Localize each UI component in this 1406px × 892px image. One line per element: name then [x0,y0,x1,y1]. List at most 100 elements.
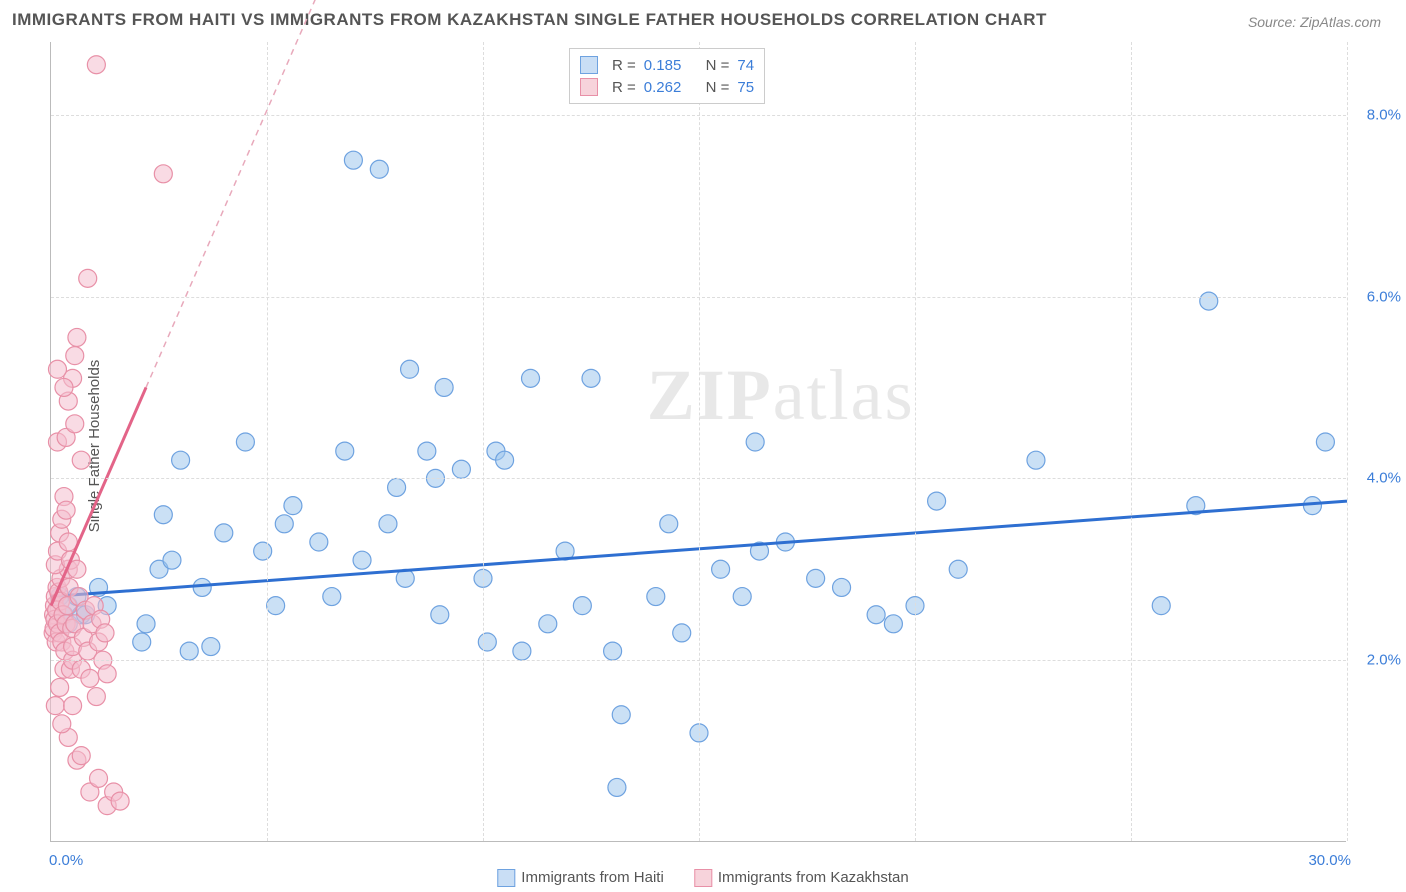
y-tick-label: 8.0% [1367,106,1401,123]
data-point [46,697,64,715]
data-point [154,506,172,524]
data-point [418,442,436,460]
data-point [215,524,233,542]
data-point [64,697,82,715]
data-point [539,615,557,633]
data-point [496,451,514,469]
data-point [647,588,665,606]
data-point [949,560,967,578]
bottom-legend-item: Immigrants from Haiti [497,869,664,887]
data-point [884,615,902,633]
data-point [1027,451,1045,469]
data-point [1303,497,1321,515]
data-point [807,569,825,587]
data-point [111,792,129,810]
data-point [478,633,496,651]
gridline-vertical [1347,42,1348,841]
legend-swatch [580,78,598,96]
source-label: Source: ZipAtlas.com [1248,14,1381,30]
data-point [867,606,885,624]
trendline-extension [146,0,483,387]
legend-n-label: N = [706,57,730,74]
data-point [68,328,86,346]
data-point [746,433,764,451]
legend-r-value: 0.185 [644,57,682,74]
bottom-legend-label: Immigrants from Haiti [521,869,664,886]
legend-swatch [580,56,598,74]
gridline-vertical [915,42,916,841]
data-point [1152,597,1170,615]
data-point [284,497,302,515]
data-point [1200,292,1218,310]
legend-n-value: 74 [737,57,754,74]
data-point [310,533,328,551]
data-point [522,369,540,387]
data-point [612,706,630,724]
data-point [604,642,622,660]
gridline-vertical [267,42,268,841]
legend-r-label: R = [612,79,636,96]
bottom-legend-label: Immigrants from Kazakhstan [718,869,909,886]
data-point [733,588,751,606]
y-tick-label: 4.0% [1367,470,1401,487]
data-point [712,560,730,578]
y-tick-label: 2.0% [1367,652,1401,669]
data-point [53,715,71,733]
data-point [336,442,354,460]
data-point [66,415,84,433]
top-legend: R = 0.185 N = 74 R = 0.262 N = 75 [569,48,765,104]
data-point [154,165,172,183]
data-point [582,369,600,387]
data-point [202,638,220,656]
gridline-vertical [483,42,484,841]
data-point [452,460,470,478]
data-point [79,269,97,287]
legend-r-label: R = [612,57,636,74]
legend-n-value: 75 [737,79,754,96]
data-point [344,151,362,169]
data-point [66,347,84,365]
data-point [435,378,453,396]
chart-title: IMMIGRANTS FROM HAITI VS IMMIGRANTS FROM… [12,10,1047,30]
data-point [81,669,99,687]
data-point [323,588,341,606]
data-point [236,433,254,451]
legend-n-label: N = [706,79,730,96]
data-point [87,56,105,74]
data-point [928,492,946,510]
data-point [513,642,531,660]
data-point [254,542,272,560]
data-point [379,515,397,533]
data-point [1316,433,1334,451]
data-point [608,778,626,796]
data-point [388,478,406,496]
data-point [55,378,73,396]
data-point [370,160,388,178]
legend-r-value: 0.262 [644,79,682,96]
data-point [267,597,285,615]
bottom-legend: Immigrants from Haiti Immigrants from Kaz… [497,869,908,887]
x-min-label: 0.0% [49,852,83,869]
data-point [353,551,371,569]
data-point [172,451,190,469]
data-point [193,578,211,596]
data-point [51,678,69,696]
data-point [57,501,75,519]
data-point [401,360,419,378]
data-point [275,515,293,533]
data-point [431,606,449,624]
data-point [133,633,151,651]
legend-swatch [497,869,515,887]
plot-area: ZIPatlas 2.0%4.0%6.0%8.0%0.0%30.0%R =0.1… [50,42,1346,842]
data-point [72,747,90,765]
gridline-vertical [699,42,700,841]
data-point [72,451,90,469]
data-point [180,642,198,660]
y-tick-label: 6.0% [1367,288,1401,305]
legend-swatch [694,869,712,887]
legend-row: R = 0.262 N = 75 [580,76,754,98]
gridline-vertical [1131,42,1132,841]
data-point [90,769,108,787]
data-point [48,360,66,378]
data-point [98,665,116,683]
